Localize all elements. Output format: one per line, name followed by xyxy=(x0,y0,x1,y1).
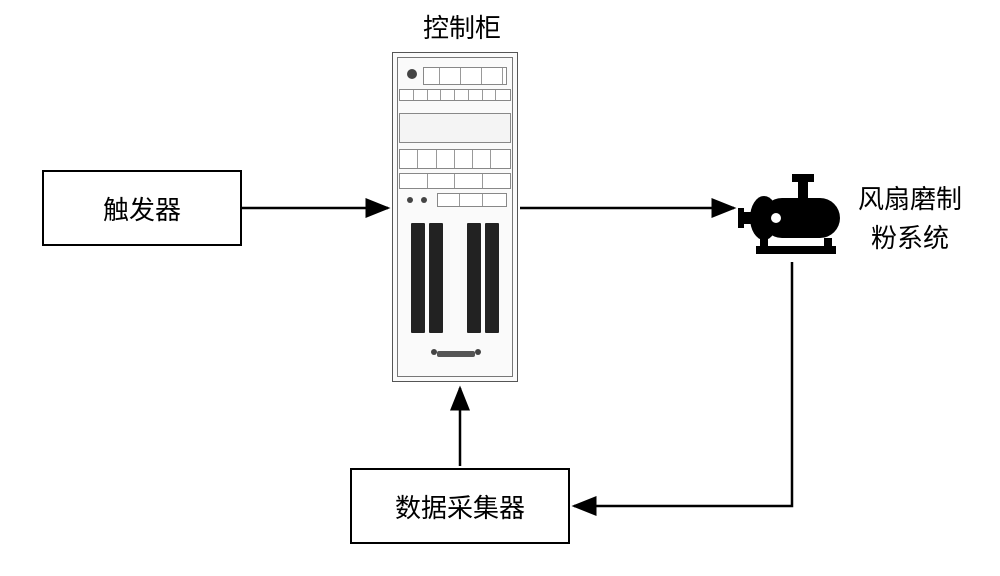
cabinet-knob-icon xyxy=(407,197,413,203)
cabinet-indicator-icon xyxy=(407,69,417,79)
trigger-label: 触发器 xyxy=(103,190,181,227)
fan-mill-icon xyxy=(738,168,848,258)
cabinet-controls-row-1 xyxy=(399,149,511,169)
cabinet-controls-row-3 xyxy=(437,193,507,207)
cabinet-vent-icon xyxy=(429,223,443,333)
node-fan-mill xyxy=(738,168,848,258)
fan-mill-label: 风扇磨制 粉系统 xyxy=(858,180,962,258)
collector-label: 数据采集器 xyxy=(395,488,525,525)
cabinet-handle-end-icon xyxy=(431,349,437,355)
cabinet-vent-icon xyxy=(485,223,499,333)
cabinet-handle-end-icon xyxy=(475,349,481,355)
cabinet-knob-icon xyxy=(421,197,427,203)
fan-mill-label-line2: 粉系统 xyxy=(858,219,962,258)
cabinet-display-row xyxy=(423,67,507,85)
cabinet-panel xyxy=(399,113,511,143)
cabinet-controls-row-2 xyxy=(399,173,511,189)
cabinet-breaker-row xyxy=(399,89,511,101)
edge-mill-collector xyxy=(574,262,792,506)
cabinet-vent-icon xyxy=(411,223,425,333)
node-control-cabinet xyxy=(392,52,518,382)
node-data-collector: 数据采集器 xyxy=(350,468,570,544)
node-trigger: 触发器 xyxy=(42,170,242,246)
cabinet-title: 控制柜 xyxy=(423,10,501,46)
cabinet-vent-icon xyxy=(467,223,481,333)
fan-mill-label-line1: 风扇磨制 xyxy=(858,180,962,219)
cabinet-handle-icon xyxy=(437,351,475,357)
